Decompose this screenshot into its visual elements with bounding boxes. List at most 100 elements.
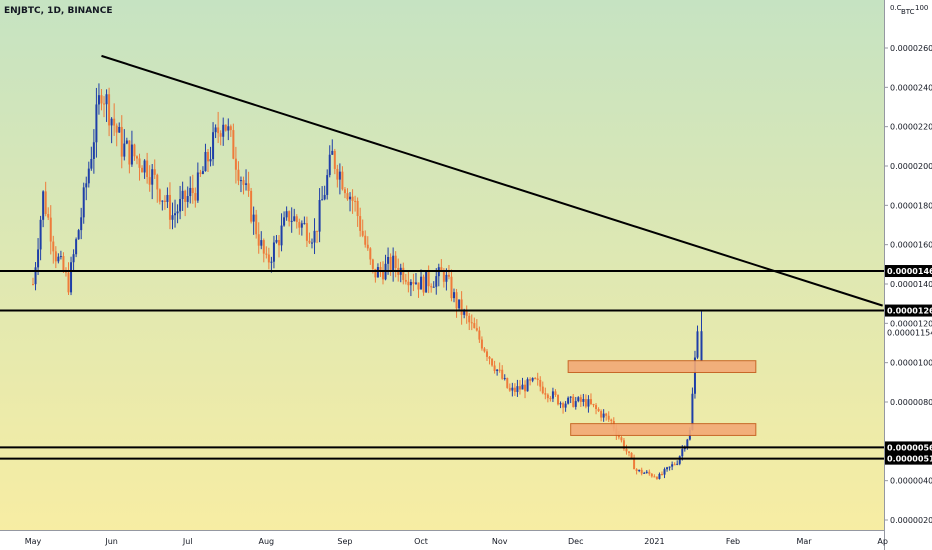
candle-body bbox=[442, 271, 445, 282]
candle-body bbox=[485, 351, 488, 357]
candle-body bbox=[440, 267, 443, 272]
candle-body bbox=[214, 127, 217, 133]
candle-body bbox=[463, 310, 466, 315]
candle-body bbox=[92, 142, 95, 159]
candle-body bbox=[42, 191, 45, 220]
candle-body bbox=[663, 469, 666, 475]
candle-body bbox=[589, 399, 592, 404]
candle-body bbox=[364, 235, 367, 245]
candle-body bbox=[219, 133, 222, 137]
candle-body bbox=[148, 177, 151, 185]
candle-body bbox=[194, 193, 197, 201]
candle-body bbox=[562, 403, 565, 408]
time-tick-label: Aug bbox=[259, 537, 275, 546]
candle-body bbox=[592, 403, 595, 406]
candle-body bbox=[331, 150, 334, 155]
candle-body bbox=[113, 118, 116, 126]
candle-body bbox=[529, 379, 532, 381]
candle-body bbox=[133, 144, 136, 157]
candle-body bbox=[470, 322, 473, 324]
candle-body bbox=[625, 448, 628, 452]
candle-body bbox=[217, 127, 220, 134]
candle-body bbox=[638, 469, 641, 472]
descending-trendline bbox=[101, 54, 883, 307]
candle-body bbox=[168, 194, 171, 220]
candle-body bbox=[389, 256, 392, 272]
candle-body bbox=[404, 279, 407, 282]
candle-body bbox=[212, 132, 215, 160]
candle-body bbox=[267, 254, 270, 263]
candle-body bbox=[49, 217, 52, 242]
candle-body bbox=[496, 369, 499, 372]
candle-body bbox=[574, 401, 577, 407]
trendline-layer bbox=[101, 54, 883, 307]
candle-body bbox=[455, 292, 458, 309]
candle-body bbox=[275, 239, 278, 243]
level-price-badge bbox=[885, 304, 932, 317]
candle-body bbox=[488, 356, 491, 359]
candle-body bbox=[491, 358, 494, 366]
candle-body bbox=[184, 190, 187, 202]
candle-body bbox=[666, 467, 669, 470]
time-tick-label: Jul bbox=[182, 537, 193, 546]
candle-body bbox=[483, 348, 486, 352]
candle-body bbox=[321, 199, 324, 201]
candle-body bbox=[62, 256, 65, 272]
candle-body bbox=[513, 387, 516, 392]
candle-body bbox=[427, 271, 430, 287]
candle-body bbox=[245, 183, 248, 185]
candle-body bbox=[39, 219, 42, 250]
candle-body bbox=[635, 469, 638, 472]
candle-body bbox=[564, 403, 567, 408]
candle-body bbox=[85, 183, 88, 188]
candle-body bbox=[681, 449, 684, 457]
candle-body bbox=[285, 211, 288, 218]
candle-body bbox=[473, 323, 476, 329]
candle-body bbox=[366, 244, 369, 249]
candle-body bbox=[544, 393, 547, 395]
candle-body bbox=[209, 159, 212, 162]
candle-body bbox=[227, 126, 230, 131]
candle-body bbox=[602, 413, 605, 418]
candle-body bbox=[123, 143, 126, 157]
time-axis[interactable]: May Jun Jul Aug Sep Oct Nov Dec 2021 Feb Mar Ap bbox=[25, 537, 888, 546]
candle-body bbox=[80, 217, 83, 231]
candle-body bbox=[633, 457, 636, 470]
candle-body bbox=[262, 240, 265, 254]
candle-body bbox=[295, 216, 298, 222]
candle-body bbox=[412, 281, 415, 284]
candle-body bbox=[163, 200, 166, 202]
time-tick-label: Ap bbox=[877, 537, 888, 546]
candle-body bbox=[336, 168, 339, 180]
candle-body bbox=[189, 187, 192, 197]
chart-title: ENJBTC, 1D, BINANCE bbox=[4, 6, 112, 16]
candle-body bbox=[521, 384, 524, 390]
candle-body bbox=[343, 189, 346, 194]
candle-body bbox=[447, 274, 450, 277]
candle-body bbox=[557, 395, 559, 405]
candle-body bbox=[70, 262, 73, 293]
candle-body bbox=[501, 369, 504, 379]
candle-body bbox=[351, 196, 354, 201]
candle-body bbox=[506, 378, 509, 388]
time-tick-label: Dec bbox=[568, 537, 583, 546]
candle-body bbox=[97, 95, 100, 105]
candle-body bbox=[700, 331, 703, 361]
candle-body bbox=[468, 315, 471, 323]
current-price-label: 0.00001154 bbox=[887, 328, 932, 337]
candle-body bbox=[465, 310, 468, 316]
candle-body bbox=[518, 386, 521, 390]
candle-body bbox=[554, 391, 557, 396]
candle-body bbox=[232, 130, 235, 159]
candle-body bbox=[288, 211, 291, 222]
candle-body bbox=[678, 456, 681, 464]
candle-body bbox=[141, 167, 144, 173]
candle-body bbox=[318, 199, 321, 232]
candle-body bbox=[686, 439, 689, 448]
candle-body bbox=[37, 249, 40, 268]
